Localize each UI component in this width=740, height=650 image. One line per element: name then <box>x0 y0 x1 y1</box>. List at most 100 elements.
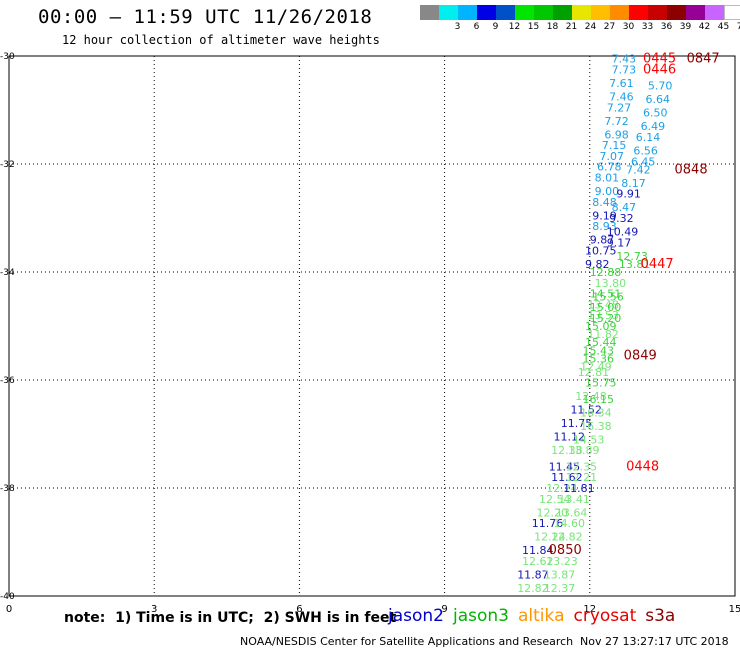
color-swatch <box>667 5 686 20</box>
legend-entry-jason3: jason3 <box>453 606 509 626</box>
chart-subtitle: 12 hour collection of altimeter wave hei… <box>62 33 380 47</box>
wave-height-label: 12.88 <box>590 266 622 279</box>
color-swatch <box>648 5 667 20</box>
color-swatch-label: 9 <box>492 22 499 32</box>
wave-height-label: 6.14 <box>636 131 661 144</box>
wave-height-label: 12.81 <box>578 366 610 379</box>
wave-height-label: 13.89 <box>568 444 600 457</box>
wave-height-label: 15.00 <box>590 301 622 314</box>
color-swatch <box>534 5 553 20</box>
wave-height-label: 6.45 <box>631 155 656 168</box>
wave-height-label: 9.87 <box>590 234 615 247</box>
wave-height-label: 7.46 <box>609 91 634 104</box>
wave-height-label: 6.98 <box>604 128 629 141</box>
chart-title: 00:00 – 11:59 UTC 11/26/2018 <box>38 6 373 28</box>
color-swatch-label: 45 <box>717 22 730 32</box>
wave-height-label: 12.54 <box>539 493 571 506</box>
wave-height-label: 15.56 <box>592 290 624 303</box>
x-tick-label: 9 <box>441 604 447 615</box>
color-swatch-label: 36 <box>660 22 673 32</box>
color-swatch <box>591 5 610 20</box>
y-tick-label: -36 <box>0 376 15 386</box>
wave-height-label: 14.60 <box>554 517 586 530</box>
wave-height-label: 12.49 <box>580 361 612 374</box>
wave-height-label: 13.23 <box>546 555 578 568</box>
wave-height-label: 13.53 <box>587 309 619 322</box>
wave-height-label: 12.38 <box>551 444 583 457</box>
wave-height-label: 8.47 <box>612 201 637 214</box>
y-tick-label: -34 <box>0 268 15 278</box>
wave-height-label: 12.62 <box>522 555 554 568</box>
wave-height-label: 6.78 <box>597 161 622 174</box>
color-swatch-label: 15 <box>527 22 540 32</box>
color-swatch <box>686 5 705 20</box>
wave-height-label: 11.62 <box>551 471 583 484</box>
wave-height-label: 8.01 <box>595 172 620 185</box>
wave-height-label: 11.45 <box>549 460 581 473</box>
wave-height-label: 13.81 <box>619 258 651 271</box>
wave-height-label: 7.15 <box>602 139 627 152</box>
pass-time-label: 0847 <box>687 52 720 67</box>
wave-height-label: 9.00 <box>595 185 620 198</box>
wave-height-label: 14.51 <box>590 288 622 301</box>
wave-height-label: 12.82 <box>551 531 583 544</box>
x-tick-label: 0 <box>6 604 12 615</box>
wave-height-label: 7.07 <box>599 150 624 163</box>
pass-time-label: 0850 <box>549 543 582 558</box>
color-swatch-label: 3 <box>454 22 461 32</box>
wave-height-label: 11.76 <box>532 517 564 530</box>
wave-height-label: 7.72 <box>604 115 629 128</box>
wave-height-label: 12.24 <box>546 482 578 495</box>
wave-height-label: 11.84 <box>522 544 554 557</box>
color-swatch-label: 27 <box>603 22 616 32</box>
wave-height-label: 8.17 <box>621 177 646 190</box>
wave-height-label: 16.38 <box>580 420 612 433</box>
wave-height-label: 10.75 <box>585 244 617 257</box>
wave-height-label: 14.53 <box>573 433 605 446</box>
color-swatch-label: 24 <box>584 22 597 32</box>
color-swatch <box>610 5 629 20</box>
color-swatch <box>705 5 724 20</box>
wave-height-label: 6.64 <box>645 93 670 106</box>
color-swatch <box>515 5 534 20</box>
color-swatch <box>496 5 515 20</box>
wave-height-label: 7.43 <box>612 53 637 66</box>
wave-height-label: 7.42 <box>626 163 651 176</box>
wave-height-label: 16.34 <box>580 406 612 419</box>
color-swatch-label: 42 <box>698 22 711 32</box>
color-swatch-label: 33 <box>641 22 654 32</box>
wave-height-label: 11.82 <box>587 328 619 341</box>
pass-time-label: 0849 <box>624 349 657 364</box>
wave-height-label: 6.56 <box>633 145 658 158</box>
wave-height-label: 7.73 <box>612 64 637 77</box>
wave-height-label: 12.73 <box>616 250 648 263</box>
color-swatch-label: 21 <box>565 22 578 32</box>
pass-time-label: 0448 <box>626 459 659 474</box>
wave-height-label: 15.20 <box>590 312 622 325</box>
wave-height-label: 11.12 <box>554 431 586 444</box>
wave-height-label: 6.50 <box>643 107 668 120</box>
wave-height-label: 13.80 <box>595 277 627 290</box>
wave-height-label: 11.81 <box>563 482 595 495</box>
legend-entry-altika: altika <box>518 606 565 626</box>
wave-height-label: 11.75 <box>561 417 593 430</box>
wave-height-label: 12.24 <box>534 531 566 544</box>
wave-height-label: 15.75 <box>585 377 617 390</box>
legend-entry-cryosat: cryosat <box>573 606 637 626</box>
wave-height-label: 11.87 <box>517 568 549 581</box>
color-swatch-label: 30 <box>622 22 635 32</box>
y-tick-label: -32 <box>0 160 15 170</box>
wave-height-label: 9.82 <box>585 258 610 271</box>
credit-text: NOAA/NESDIS Center for Satellite Applica… <box>240 635 574 648</box>
x-tick-label: 12 <box>583 604 596 615</box>
wave-height-label: 12.21 <box>566 471 598 484</box>
wave-height-label: 8.48 <box>592 196 617 209</box>
legend-entry-s3a: s3a <box>645 606 676 626</box>
wave-height-label: 6.49 <box>641 120 666 133</box>
wave-height-label: 7.61 <box>609 77 634 90</box>
wave-height-label: 13.41 <box>558 493 590 506</box>
color-swatch-label: 12 <box>508 22 521 32</box>
color-swatch-label: 6 <box>473 22 480 32</box>
wave-height-label: 9.17 <box>607 236 632 249</box>
